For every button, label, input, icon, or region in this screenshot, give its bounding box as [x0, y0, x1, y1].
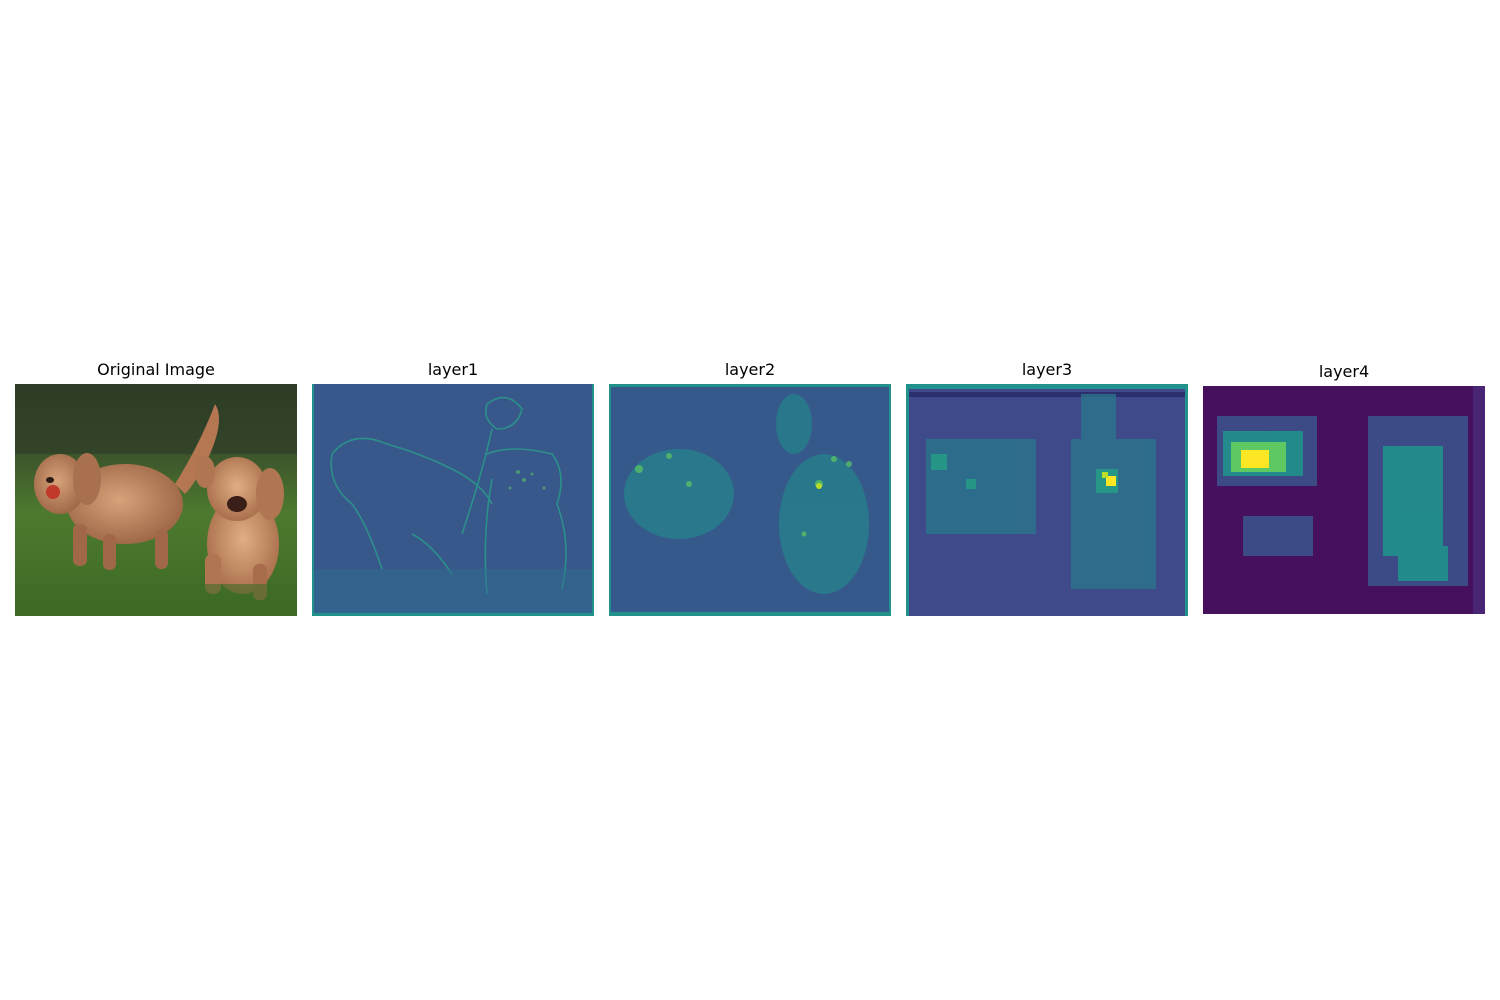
panel-title-layer3: layer3 — [1021, 360, 1073, 379]
panel-title-layer2: layer2 — [724, 360, 776, 379]
layer3-feature-map — [906, 384, 1188, 616]
layer1-feature-map — [312, 384, 594, 616]
layer2-feature-map — [609, 384, 891, 616]
original-image — [15, 384, 297, 616]
layer4-feature-map — [1203, 386, 1485, 614]
panel-title-layer4: layer4 — [1318, 362, 1370, 381]
panel-title-layer1: layer1 — [427, 360, 479, 379]
panel-title-original: Original Image — [97, 360, 215, 379]
